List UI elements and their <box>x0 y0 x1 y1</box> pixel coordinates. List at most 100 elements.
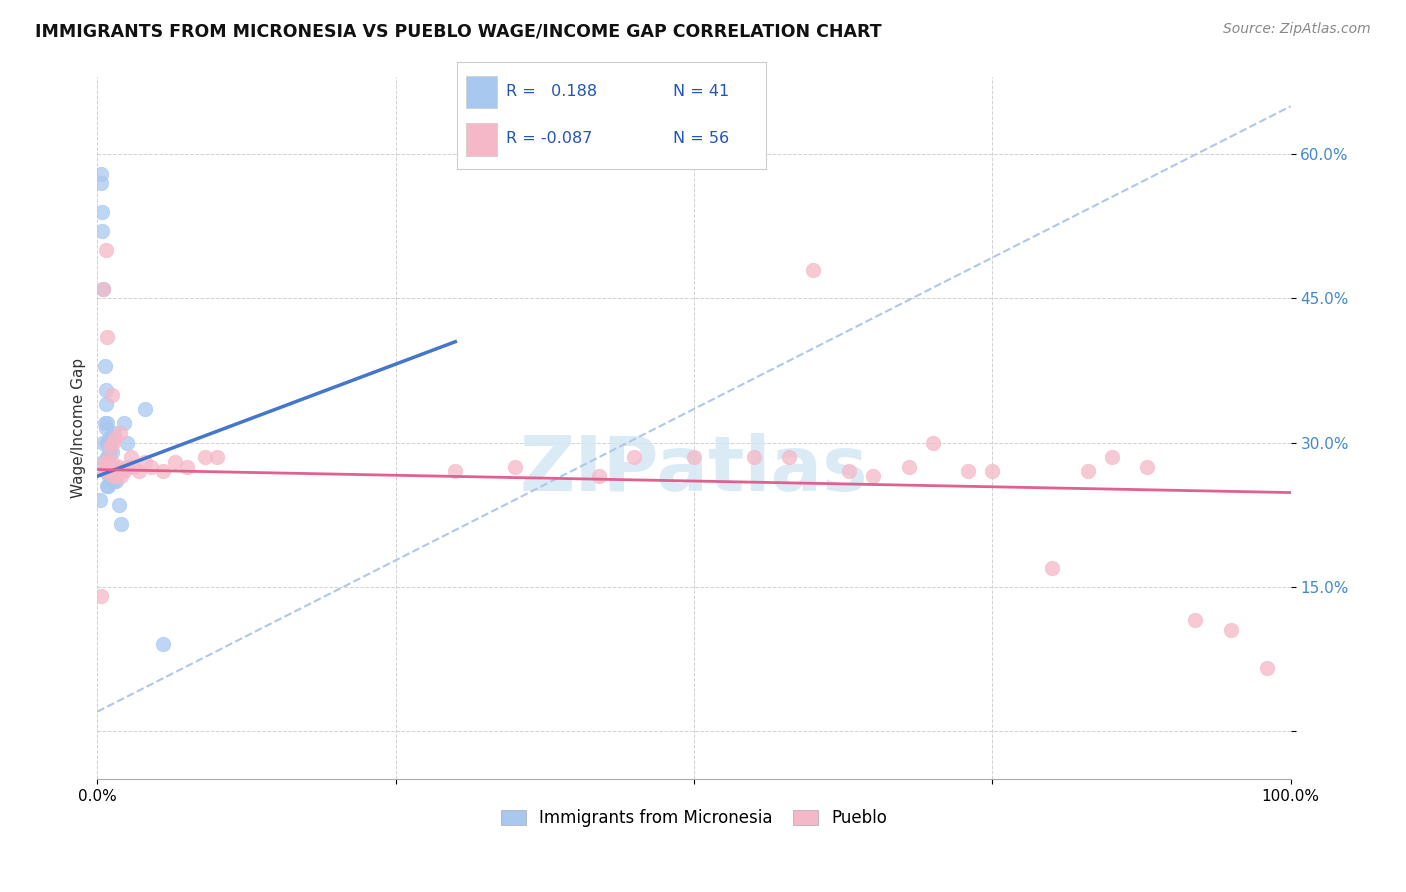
Point <box>93 464 115 478</box>
Point <box>100 455 122 469</box>
Text: R =   0.188: R = 0.188 <box>506 85 598 99</box>
Point <box>94 464 117 478</box>
Point <box>100 387 122 401</box>
Point <box>91 435 114 450</box>
Bar <box>467 77 498 109</box>
Point <box>94 383 117 397</box>
Point <box>838 464 860 478</box>
Point <box>862 469 884 483</box>
Point <box>205 450 228 464</box>
Point <box>152 464 174 478</box>
Point <box>100 441 122 455</box>
Point <box>98 445 121 459</box>
Text: IMMIGRANTS FROM MICRONESIA VS PUEBLO WAGE/INCOME GAP CORRELATION CHART: IMMIGRANTS FROM MICRONESIA VS PUEBLO WAG… <box>35 22 882 40</box>
Point <box>112 464 135 478</box>
Point <box>120 450 142 464</box>
Text: ZIPatlas: ZIPatlas <box>520 434 869 508</box>
Point <box>96 464 118 478</box>
Point <box>103 474 125 488</box>
Legend: Immigrants from Micronesia, Pueblo: Immigrants from Micronesia, Pueblo <box>495 803 894 834</box>
Text: N = 41: N = 41 <box>673 85 730 99</box>
Y-axis label: Wage/Income Gap: Wage/Income Gap <box>72 358 86 499</box>
Point <box>194 450 217 464</box>
Point <box>97 479 120 493</box>
Point <box>96 417 118 431</box>
Text: Source: ZipAtlas.com: Source: ZipAtlas.com <box>1223 22 1371 37</box>
Point <box>100 464 122 478</box>
Point <box>96 450 118 464</box>
Point <box>110 517 132 532</box>
Point <box>103 425 125 440</box>
Point <box>742 450 765 464</box>
Text: R = -0.087: R = -0.087 <box>506 131 593 146</box>
Point <box>93 455 115 469</box>
Point <box>91 205 114 219</box>
Point <box>105 474 128 488</box>
Bar <box>467 123 498 155</box>
Point <box>1077 464 1099 478</box>
Point <box>1101 450 1123 464</box>
Point <box>921 435 943 450</box>
Point <box>107 464 129 478</box>
Point <box>134 455 156 469</box>
Point <box>115 459 138 474</box>
Point <box>981 464 1004 478</box>
Point <box>93 417 115 431</box>
Point <box>105 469 128 483</box>
Point <box>1256 661 1278 675</box>
Point <box>104 464 127 478</box>
Text: N = 56: N = 56 <box>673 131 730 146</box>
Point <box>1184 613 1206 627</box>
Point <box>108 459 131 474</box>
Point <box>122 459 145 474</box>
Point <box>134 401 156 416</box>
Point <box>108 498 131 512</box>
Point <box>588 469 610 483</box>
Point <box>97 455 120 469</box>
Point <box>96 435 118 450</box>
Point <box>90 176 112 190</box>
Point <box>101 431 124 445</box>
Point <box>139 459 162 474</box>
Point <box>98 464 121 478</box>
Point <box>90 167 112 181</box>
Point <box>96 479 118 493</box>
Point <box>444 464 467 478</box>
Point <box>623 450 645 464</box>
Point <box>957 464 980 478</box>
Point <box>94 397 117 411</box>
Point <box>91 282 114 296</box>
Point <box>1219 623 1241 637</box>
Point <box>98 469 121 483</box>
Point <box>163 455 186 469</box>
Point <box>110 469 132 483</box>
Point <box>115 435 138 450</box>
Point <box>93 359 115 373</box>
Point <box>98 431 121 445</box>
Point <box>503 459 526 474</box>
Point <box>96 330 118 344</box>
Point <box>91 224 114 238</box>
Point <box>683 450 706 464</box>
Point <box>101 435 124 450</box>
Point <box>91 282 114 296</box>
Point <box>90 590 112 604</box>
Point <box>103 459 125 474</box>
Point <box>104 431 127 445</box>
Point <box>100 445 122 459</box>
Point <box>100 441 122 455</box>
Point <box>112 417 135 431</box>
Point <box>100 469 122 483</box>
Point <box>101 469 124 483</box>
Point <box>100 459 122 474</box>
Point <box>778 450 800 464</box>
Point <box>801 262 824 277</box>
Point <box>1136 459 1159 474</box>
Point <box>897 459 920 474</box>
Point <box>97 455 120 469</box>
Point <box>94 464 117 478</box>
Point <box>1040 560 1063 574</box>
Point <box>97 435 120 450</box>
Point <box>101 464 124 478</box>
Point <box>94 421 117 435</box>
